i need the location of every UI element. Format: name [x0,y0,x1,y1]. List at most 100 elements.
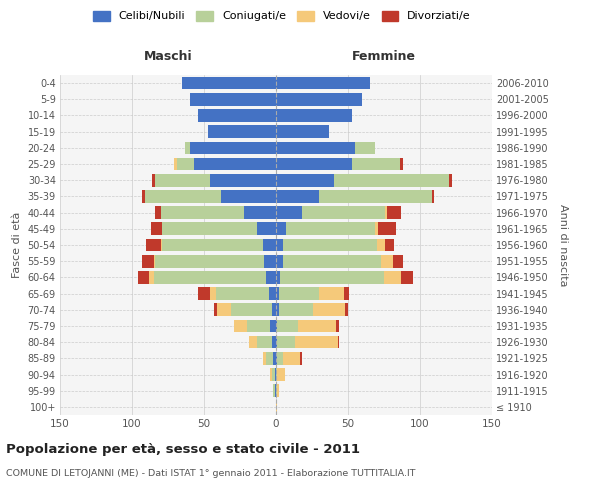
Bar [449,174,452,186]
Bar [276,174,334,186]
Bar [215,288,269,300]
Bar [277,384,279,397]
Bar [286,222,376,235]
Bar [162,222,257,235]
Bar [232,304,272,316]
Bar [319,190,431,202]
Bar [257,222,276,235]
Bar [272,336,276,348]
Text: COMUNE DI LETOJANNI (ME) - Dati ISTAT 1° gennaio 2011 - Elaborazione TUTTITALIA.: COMUNE DI LETOJANNI (ME) - Dati ISTAT 1°… [6,468,415,477]
Bar [355,142,376,154]
Bar [273,352,276,364]
Bar [313,304,345,316]
Bar [276,352,277,364]
Bar [176,158,194,170]
Bar [266,271,276,283]
Bar [221,190,276,202]
Bar [257,336,272,348]
Bar [185,142,190,154]
Bar [376,222,378,235]
Bar [276,336,277,348]
Bar [276,190,319,202]
Bar [276,255,283,268]
Bar [276,206,302,219]
Bar [266,352,273,364]
Bar [283,255,381,268]
Bar [161,238,162,252]
Bar [162,238,263,252]
Bar [352,158,400,170]
Bar [182,77,276,90]
Bar [248,336,257,348]
Bar [319,288,344,300]
Bar [338,336,340,348]
Bar [273,384,275,397]
Bar [276,222,286,235]
Bar [334,174,449,186]
Bar [345,304,348,316]
Bar [155,174,210,186]
Bar [155,206,161,219]
Bar [244,206,276,219]
Bar [198,288,210,300]
Bar [387,206,401,219]
Bar [208,126,276,138]
Bar [344,288,349,300]
Bar [265,255,276,268]
Bar [337,320,340,332]
Bar [277,368,284,381]
Bar [275,368,276,381]
Bar [198,109,276,122]
Bar [154,255,155,268]
Bar [263,352,266,364]
Bar [283,238,377,252]
Bar [214,304,217,316]
Bar [146,238,161,252]
Bar [276,126,329,138]
Bar [276,384,277,397]
Bar [276,158,352,170]
Bar [276,109,352,122]
Bar [276,93,362,106]
Bar [217,304,232,316]
Bar [263,238,276,252]
Bar [400,158,403,170]
Bar [277,320,298,332]
Bar [279,304,313,316]
Text: Maschi: Maschi [143,50,193,63]
Bar [276,77,370,90]
Bar [190,142,276,154]
Bar [210,288,215,300]
Bar [155,255,265,268]
Bar [385,238,394,252]
Bar [276,288,279,300]
Bar [270,320,276,332]
Text: Femmine: Femmine [352,50,416,63]
Bar [269,288,276,300]
Bar [138,271,149,283]
Bar [283,352,301,364]
Bar [276,271,280,283]
Bar [302,206,385,219]
Bar [295,336,338,348]
Bar [270,368,272,381]
Bar [276,238,283,252]
Bar [377,238,385,252]
Bar [392,255,403,268]
Bar [152,174,155,186]
Bar [149,271,154,283]
Bar [145,190,221,202]
Bar [194,158,276,170]
Bar [381,255,392,268]
Bar [161,206,244,219]
Bar [378,222,395,235]
Bar [174,158,176,170]
Bar [277,352,283,364]
Bar [276,142,355,154]
Bar [142,190,145,202]
Text: Popolazione per età, sesso e stato civile - 2011: Popolazione per età, sesso e stato civil… [6,442,360,456]
Legend: Celibi/Nubili, Coniugati/e, Vedovi/e, Divorziati/e: Celibi/Nubili, Coniugati/e, Vedovi/e, Di… [93,10,471,22]
Bar [190,93,276,106]
Bar [298,320,337,332]
Bar [277,336,295,348]
